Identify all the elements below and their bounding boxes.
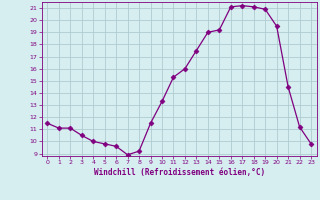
X-axis label: Windchill (Refroidissement éolien,°C): Windchill (Refroidissement éolien,°C) — [94, 168, 265, 177]
